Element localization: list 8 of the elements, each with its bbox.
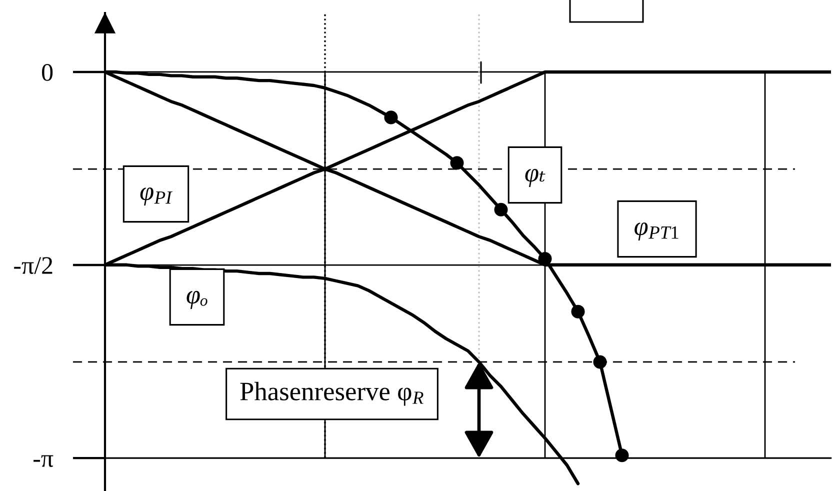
y-tick-label: -π (34, 455, 54, 467)
series-label: φₒ (186, 290, 208, 309)
series-label: φ$_{PI}$ (140, 187, 172, 206)
series-label: φₜ (525, 168, 546, 187)
series-label: φ$_{PT1}$ (634, 222, 678, 241)
y-tick-label: -π/2 (14, 257, 52, 274)
y-tick-label: 0 (42, 64, 53, 81)
annotation: Phasenreserve φ$_{R}$ (240, 382, 424, 406)
